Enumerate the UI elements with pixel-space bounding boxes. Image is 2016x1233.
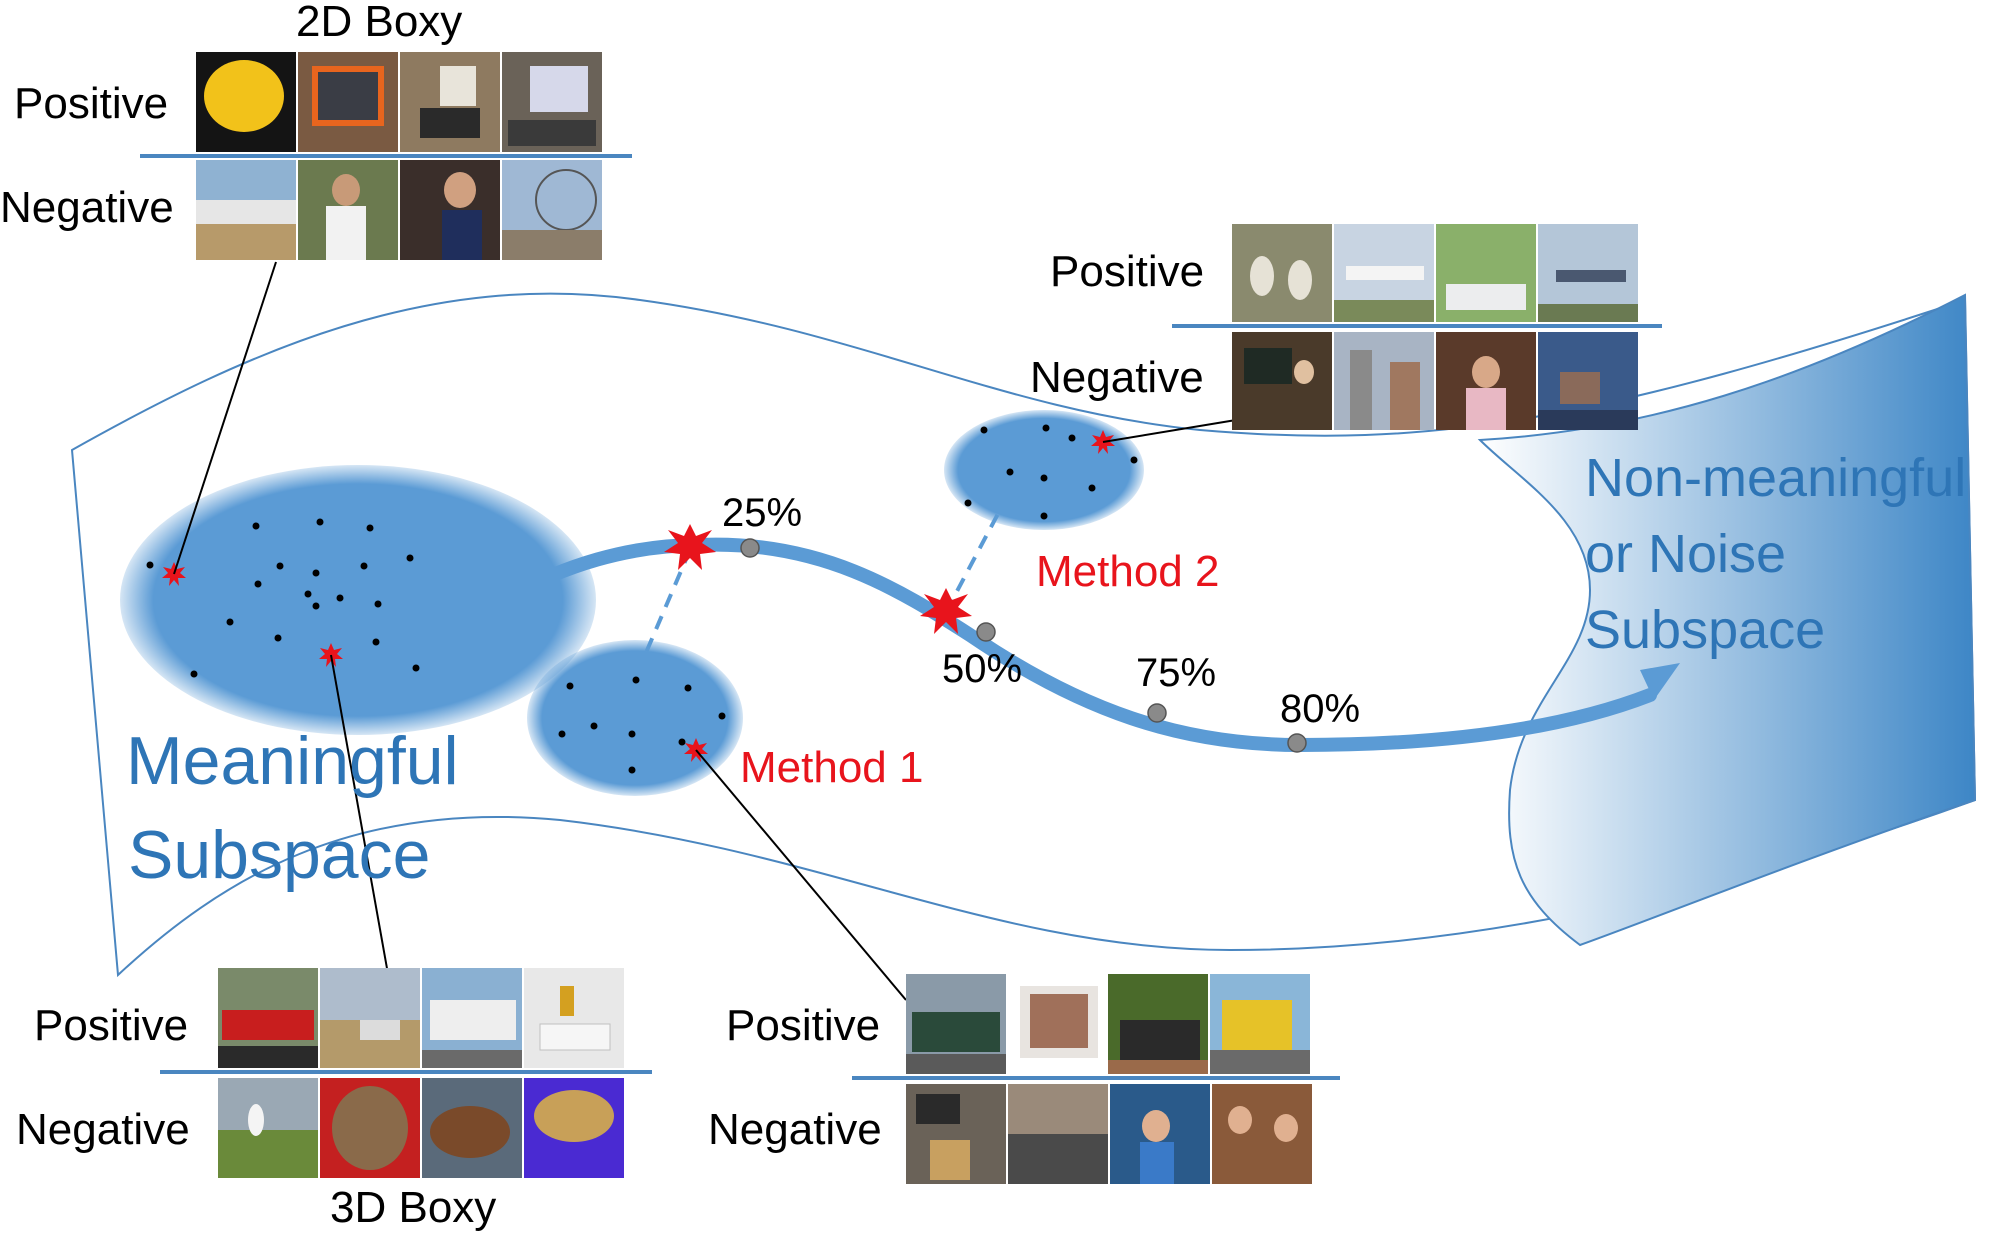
method1-star-on-path xyxy=(664,524,716,570)
method2-leader xyxy=(1102,419,1237,443)
percent-75-label: 75% xyxy=(1136,651,1216,695)
method1-connector xyxy=(643,549,692,656)
method1-negative-images xyxy=(906,1084,1312,1184)
method1-cluster xyxy=(527,640,743,796)
box2d-leader xyxy=(173,261,277,575)
noise-subspace-label-2: or Noise xyxy=(1585,524,1786,584)
marker-50 xyxy=(976,622,996,642)
noise-subspace-label-1: Non-meaningful xyxy=(1585,448,1966,508)
method1-positive-label: Positive xyxy=(726,1001,880,1050)
trajectory-curve xyxy=(471,537,1657,753)
method2-negative-images xyxy=(1232,332,1638,430)
thumb-birds xyxy=(1232,224,1332,322)
noise-subspace-label-3: Subspace xyxy=(1585,600,1825,660)
box3d-positive-images xyxy=(218,968,624,1068)
method1-negative-label: Negative xyxy=(708,1105,882,1154)
method1-label: Method 1 xyxy=(740,743,923,792)
marker-80 xyxy=(1287,733,1307,753)
noise-subspace-fold xyxy=(1477,293,1977,947)
method2-positive-images xyxy=(1232,224,1638,322)
percent-80-label: 80% xyxy=(1280,687,1360,731)
percent-50-label: 50% xyxy=(942,647,1022,691)
box2d-positive-images xyxy=(196,52,602,152)
method2-label: Method 2 xyxy=(1036,547,1219,596)
method1-positive-images xyxy=(906,974,1310,1074)
method2-connector xyxy=(944,509,1002,613)
panel-3d-boxy: Positive Negative 3D Boxy xyxy=(16,968,652,1232)
meaningful-subspace-label-1: Meaningful xyxy=(126,723,459,799)
box3d-negative-label: Negative xyxy=(16,1105,190,1154)
panel-2d-boxy: 2D Boxy Positive Negative xyxy=(0,0,632,260)
marker-75 xyxy=(1147,703,1167,723)
method1-leader xyxy=(695,749,907,1001)
method2-positive-label: Positive xyxy=(1050,247,1204,296)
panel-method2: Positive Negative xyxy=(1030,224,1662,430)
box3d-negative-images xyxy=(218,1078,624,1178)
meaningful-cluster xyxy=(120,465,596,735)
method2-negative-label: Negative xyxy=(1030,353,1204,402)
box3d-title: 3D Boxy xyxy=(330,1183,496,1232)
box3d-leader xyxy=(330,654,389,975)
percentage-markers xyxy=(740,538,1307,753)
thumb-family xyxy=(1212,1084,1312,1184)
method1-cluster-points xyxy=(558,676,726,774)
method2-cluster xyxy=(944,410,1144,530)
method2-cluster-points xyxy=(964,424,1138,520)
box2d-negative-images xyxy=(196,160,602,260)
trajectory-arrowhead xyxy=(1640,663,1680,700)
method2-star-on-path xyxy=(920,588,972,634)
panel-method1: Positive Negative xyxy=(708,974,1340,1184)
box2d-negative-label: Negative xyxy=(0,183,174,232)
box2d-positive-label: Positive xyxy=(14,79,168,128)
box3d-positive-label: Positive xyxy=(34,1001,188,1050)
marker-25 xyxy=(740,538,760,558)
box2d-title: 2D Boxy xyxy=(296,0,462,46)
meaningful-cluster-points xyxy=(146,518,420,678)
meaningful-subspace-label-2: Subspace xyxy=(128,817,430,893)
thumb-sofa xyxy=(524,968,624,1068)
percent-25-label: 25% xyxy=(722,491,802,535)
